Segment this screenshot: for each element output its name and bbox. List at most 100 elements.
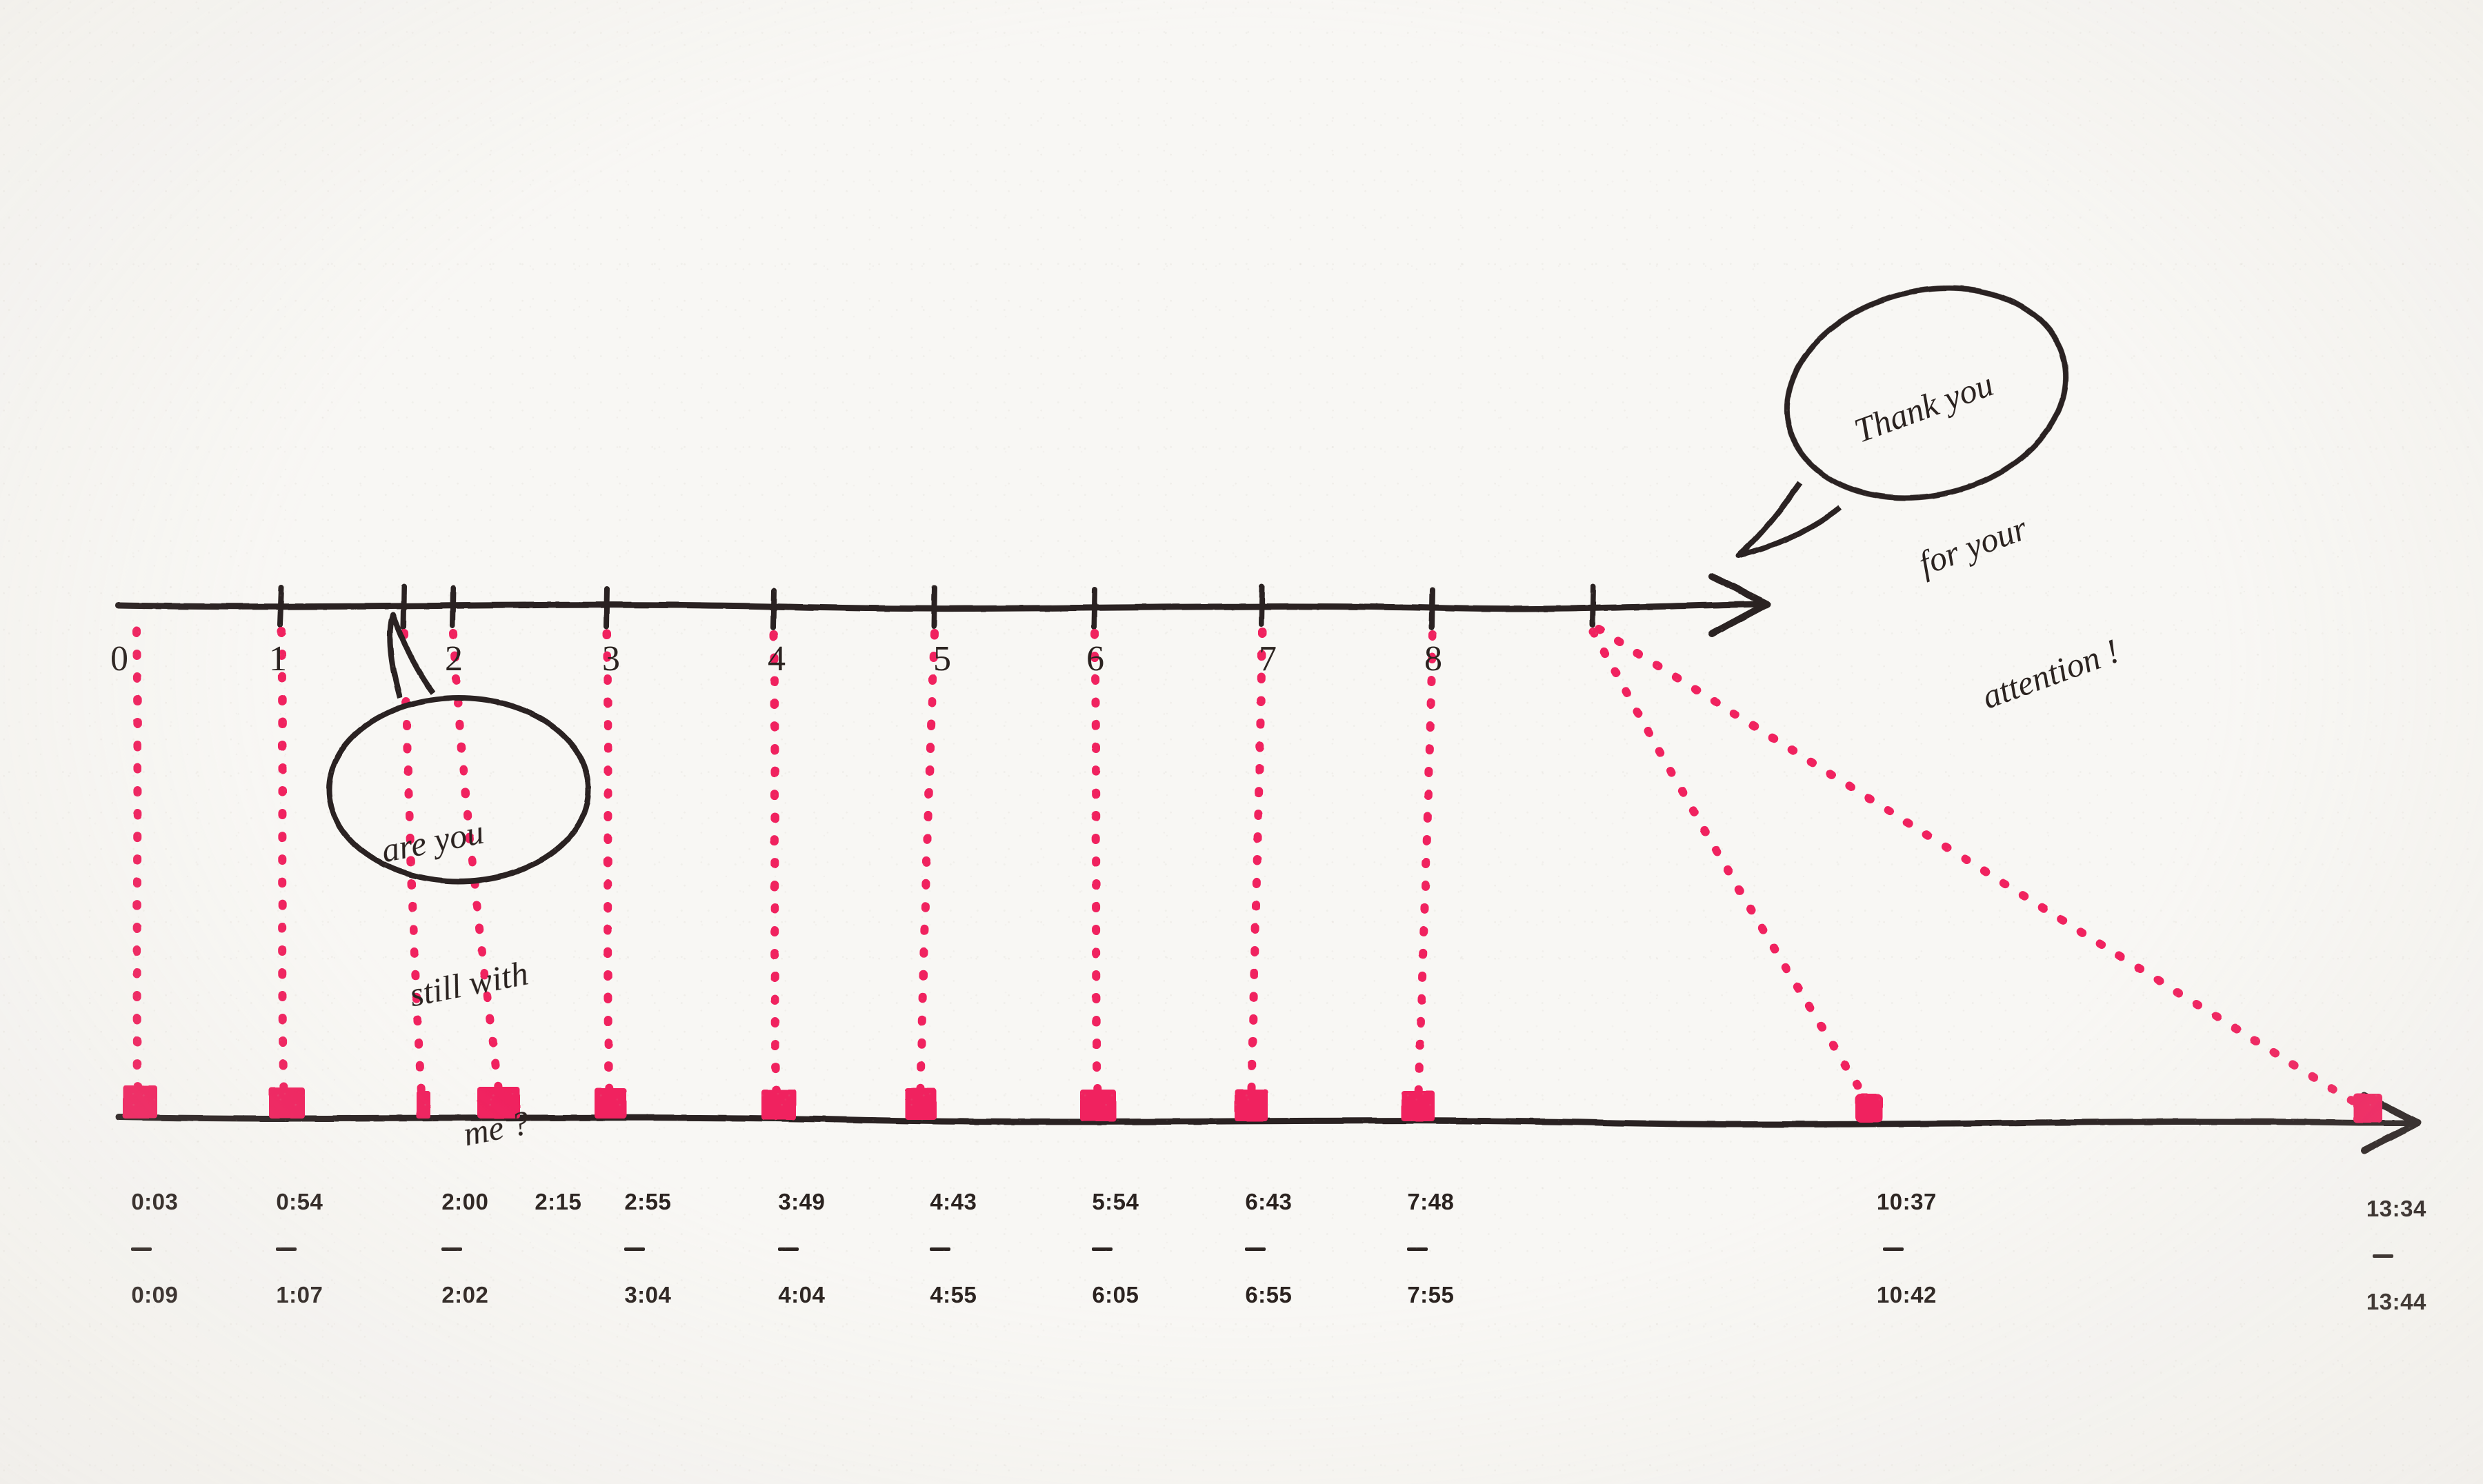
time-label-start: 0:03 [131, 1189, 179, 1215]
time-label: 0:54 1:07 [245, 1159, 328, 1338]
time-label: 0:03 0:09 [100, 1159, 183, 1338]
time-label-end: 4:04 [778, 1281, 826, 1307]
time-label-start: 2:00 [441, 1189, 489, 1215]
bubble-question-line-1: are you [378, 812, 487, 870]
range-dash [930, 1247, 950, 1251]
tick-3 [604, 586, 610, 629]
drop-line-6 [1090, 629, 1102, 1112]
segment-block-2 [417, 1091, 430, 1119]
segment-block-9 [1402, 1091, 1435, 1121]
speech-bubbles [326, 285, 2069, 884]
range-dash [1883, 1247, 1904, 1251]
time-label-start: 6:43 [1245, 1189, 1293, 1215]
time-label-end: 6:05 [1092, 1281, 1139, 1307]
time-label-end: 13:44 [2366, 1288, 2426, 1314]
segment-block-11 [2353, 1094, 2382, 1123]
time-label-start: 0:54 [276, 1189, 323, 1215]
top-axis-ticks [277, 583, 1596, 630]
time-label-end: 2:02 [441, 1281, 489, 1307]
segment-block-10 [1855, 1094, 1883, 1123]
drop-line-0 [132, 627, 142, 1107]
segment-block-7 [1080, 1090, 1116, 1121]
range-dash [2373, 1254, 2393, 1258]
top-axis-number-6: 6 [1086, 639, 1104, 679]
tick-8 [1429, 588, 1435, 630]
top-axis-number-8: 8 [1424, 639, 1442, 679]
segment-block-5 [761, 1090, 796, 1120]
drop-line-8 [1414, 630, 1437, 1112]
tick-6 [1091, 587, 1097, 630]
segment-block-4 [595, 1088, 626, 1119]
time-label-end: 6:55 [1245, 1281, 1293, 1307]
drop-line-9b [1595, 625, 2371, 1114]
segment-block-1 [269, 1087, 305, 1119]
top-axis-number-7: 7 [1259, 639, 1277, 679]
bubble-thanks-line-1: Thank you [1848, 364, 1999, 450]
time-label-start: 5:54 [1092, 1189, 1139, 1215]
bubble-thanks-line-2: for your [1913, 508, 2033, 583]
time-label: 2:00 2:02 [410, 1159, 493, 1338]
time-label: 4:43 4:55 [899, 1159, 981, 1338]
range-dash [624, 1247, 645, 1251]
segment-block-6 [905, 1088, 937, 1120]
range-dash [778, 1247, 799, 1251]
time-label: 2:15 [503, 1159, 586, 1246]
tick-5 [931, 585, 937, 629]
top-axis-number-5: 5 [933, 639, 951, 679]
segment-block-8 [1235, 1090, 1268, 1121]
top-axis-number-4: 4 [768, 639, 786, 679]
bubble-question-line-3: me ? [460, 1102, 532, 1154]
time-label-end: 1:07 [276, 1281, 323, 1307]
segment-block-3 [477, 1087, 520, 1119]
top-axis-number-2: 2 [445, 639, 463, 679]
time-label-end: 7:55 [1407, 1281, 1455, 1307]
drop-line-1 [277, 627, 288, 1107]
time-label-end: 10:42 [1876, 1281, 1937, 1307]
drop-line-3 [603, 629, 614, 1110]
time-label-start: 13:34 [2366, 1196, 2426, 1222]
time-label-start: 3:49 [778, 1189, 826, 1215]
bubble-question-tail [387, 612, 436, 699]
bubble-thanks-line-3: attention ! [1977, 631, 2124, 716]
time-label: 5:54 6:05 [1061, 1159, 1144, 1338]
top-axis-line [115, 601, 1769, 612]
tick-2 [401, 584, 407, 630]
time-label-start: 10:37 [1876, 1189, 1937, 1215]
top-axis-number-1: 1 [269, 639, 287, 679]
segment-block-0 [123, 1085, 157, 1119]
top-axis-number-0: 0 [110, 639, 128, 679]
drop-line-9a [1589, 628, 1875, 1110]
drop-line-5 [916, 629, 939, 1110]
bubble-question-body [326, 695, 591, 884]
time-label: 10:37 10:42 [1842, 1159, 1945, 1338]
time-label-end: 4:55 [930, 1281, 977, 1307]
range-dash [131, 1247, 152, 1251]
drop-lines [132, 625, 2371, 1114]
time-label-end: 3:04 [624, 1281, 672, 1307]
drop-line-4 [770, 630, 781, 1112]
time-label-start: 7:48 [1407, 1189, 1455, 1215]
time-label-start: 2:55 [624, 1189, 672, 1215]
tick-2b [450, 585, 456, 628]
range-dash [1245, 1247, 1266, 1251]
time-label-start: 2:15 [535, 1189, 582, 1215]
segment-blocks [123, 1085, 2382, 1123]
range-dash [1092, 1247, 1113, 1251]
bubble-thanks-body [1784, 285, 2069, 501]
bubble-question-line-2: still with [406, 953, 532, 1014]
top-axis-arrowhead [1708, 573, 1771, 637]
time-label: 13:34 13:44 [2331, 1165, 2435, 1345]
drop-line-7 [1247, 628, 1266, 1110]
time-label-start: 4:43 [930, 1189, 977, 1215]
time-label: 6:43 6:55 [1214, 1159, 1297, 1338]
time-label: 7:48 7:55 [1376, 1159, 1459, 1338]
range-dash [1407, 1247, 1428, 1251]
time-label: 3:49 4:04 [747, 1159, 830, 1338]
bubble-thanks-tail [1735, 481, 1842, 559]
time-label-end: 0:09 [131, 1281, 179, 1307]
range-dash [441, 1247, 462, 1251]
tick-1 [277, 585, 284, 628]
range-dash [276, 1247, 297, 1251]
